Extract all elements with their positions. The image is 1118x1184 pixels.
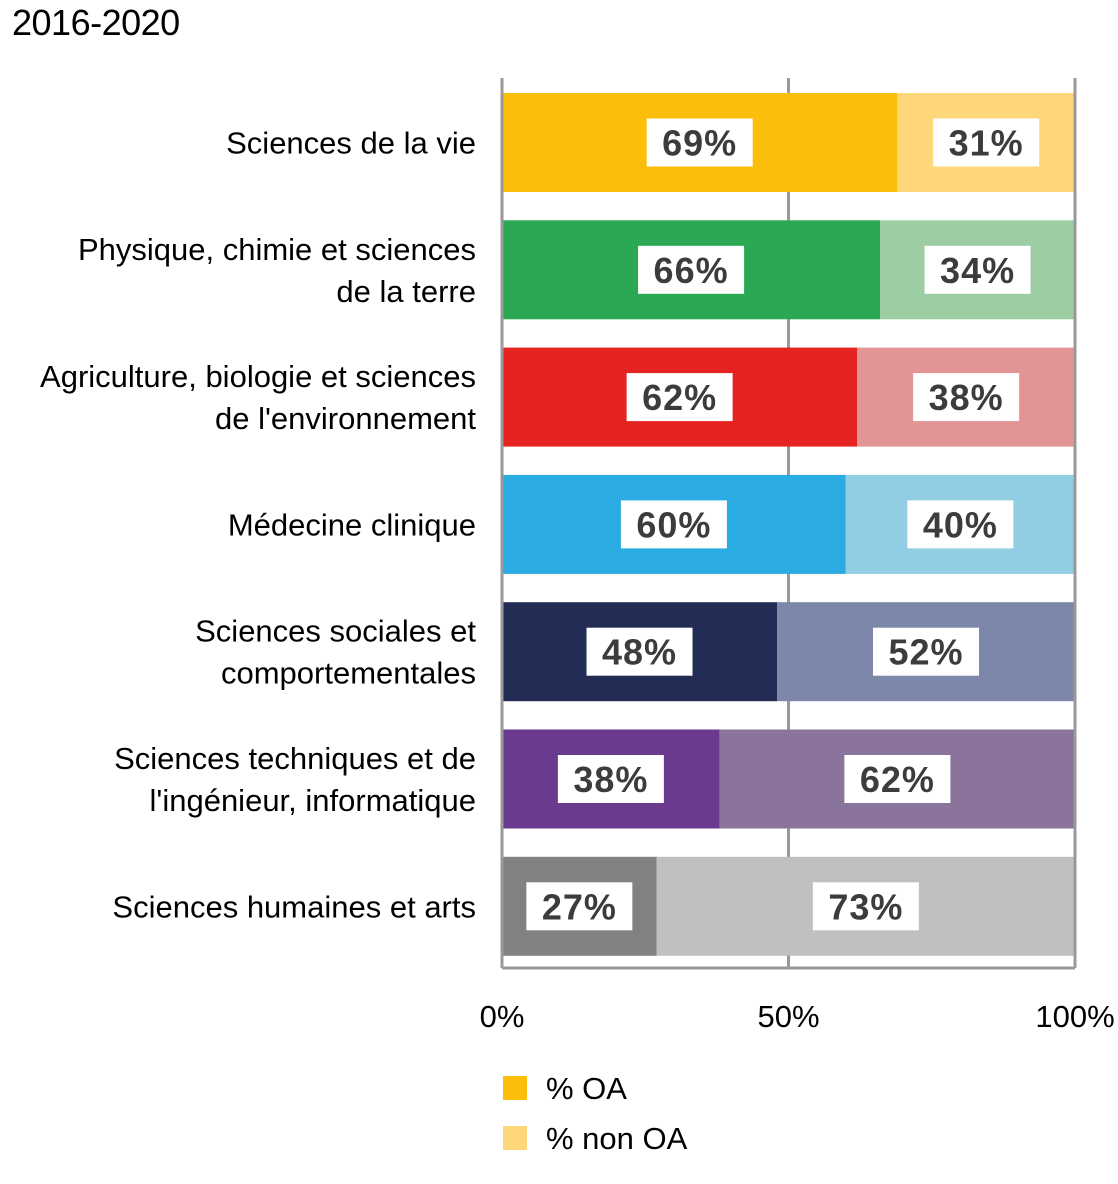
data-label-box-oa-4 xyxy=(620,500,727,549)
category-label-5: Sciences sociales et comportementales xyxy=(195,614,476,691)
x-tick-label-0: 0% xyxy=(480,999,525,1034)
x-tick-label-50: 50% xyxy=(757,999,819,1034)
category-label-1: Sciences de la vie xyxy=(226,126,476,161)
category-label-2: Physique, chimie et sciences de la terre xyxy=(78,232,476,309)
data-label-non-oa-7: 73% xyxy=(828,886,903,927)
data-label-non-oa-1: 31% xyxy=(949,123,1024,164)
data-label-non-oa-6: 62% xyxy=(860,759,935,800)
data-label-box-non-oa-4 xyxy=(907,500,1014,549)
data-label-non-oa-2: 34% xyxy=(940,250,1015,291)
legend-label-1: % OA xyxy=(546,1071,627,1106)
data-label-box-non-oa-6 xyxy=(844,755,951,803)
category-label-6: Sciences techniques et de l'ingénieur, in… xyxy=(114,741,476,818)
data-label-oa-3: 62% xyxy=(642,377,717,418)
data-label-box-oa-2 xyxy=(638,245,745,294)
data-label-box-non-oa-7 xyxy=(812,882,919,931)
data-label-oa-5: 48% xyxy=(602,632,677,673)
data-label-non-oa-5: 52% xyxy=(888,632,963,673)
data-label-non-oa-4: 40% xyxy=(923,504,998,545)
x-tick-label-100: 100% xyxy=(1035,999,1114,1034)
data-label-oa-1: 69% xyxy=(662,123,737,164)
data-label-oa-4: 60% xyxy=(636,504,711,545)
data-label-oa-6: 38% xyxy=(573,759,648,800)
data-label-box-oa-1 xyxy=(646,118,753,167)
category-label-7: Sciences humaines et arts xyxy=(112,889,476,924)
data-label-box-oa-7 xyxy=(526,882,633,931)
data-label-oa-7: 27% xyxy=(542,886,617,927)
category-label-4: Médecine clinique xyxy=(228,507,476,542)
chart-title: 2016-2020 xyxy=(12,2,180,43)
legend-label-2: % non OA xyxy=(546,1121,688,1156)
data-label-box-non-oa-2 xyxy=(924,245,1031,294)
data-label-box-non-oa-3 xyxy=(913,373,1020,422)
data-label-box-non-oa-5 xyxy=(873,627,980,676)
data-label-box-oa-6 xyxy=(557,755,664,803)
legend-swatch-1 xyxy=(503,1076,527,1100)
data-label-oa-2: 66% xyxy=(654,250,729,291)
data-label-box-oa-5 xyxy=(586,627,693,676)
legend-swatch-2 xyxy=(503,1126,527,1150)
data-label-non-oa-3: 38% xyxy=(929,377,1004,418)
category-label-3: Agriculture, biologie et sciences de l'en… xyxy=(40,359,476,436)
data-label-box-non-oa-1 xyxy=(933,118,1040,167)
data-label-box-oa-3 xyxy=(626,373,733,422)
